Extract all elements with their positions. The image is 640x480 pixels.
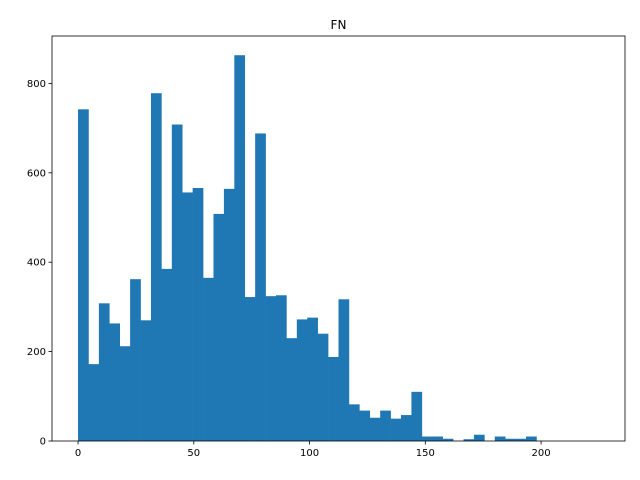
histogram-bar bbox=[192, 187, 204, 441]
histogram-bar bbox=[442, 438, 454, 441]
histogram-bar bbox=[432, 436, 443, 441]
histogram-bar bbox=[380, 410, 391, 441]
histogram-bar bbox=[213, 213, 225, 441]
histogram-bar bbox=[515, 438, 527, 441]
histogram-bar bbox=[150, 93, 162, 442]
histogram-bar bbox=[161, 268, 173, 441]
histogram-bar bbox=[390, 418, 402, 441]
y-tick-label: 800 bbox=[27, 79, 46, 90]
histogram-bar bbox=[328, 356, 339, 441]
chart-title: FN bbox=[331, 18, 347, 32]
y-tick-label: 400 bbox=[27, 258, 46, 269]
histogram-bar bbox=[255, 133, 266, 442]
histogram-bar bbox=[401, 415, 412, 441]
histogram-bar bbox=[109, 323, 121, 441]
bars bbox=[78, 55, 537, 442]
histogram-bar bbox=[78, 109, 89, 442]
histogram-bar bbox=[265, 296, 277, 441]
histogram-bar bbox=[203, 277, 214, 441]
histogram-bar bbox=[296, 319, 308, 441]
histogram-bar bbox=[463, 439, 475, 441]
histogram-bar bbox=[98, 303, 110, 441]
histogram-bar bbox=[369, 417, 381, 441]
histogram-bar bbox=[119, 346, 131, 441]
histogram-bar bbox=[317, 333, 329, 441]
histogram-bar bbox=[182, 192, 193, 441]
histogram-bar bbox=[140, 320, 152, 441]
histogram-bar bbox=[275, 295, 287, 441]
y-tick-label: 200 bbox=[27, 347, 46, 358]
histogram-bar bbox=[411, 391, 423, 441]
histogram-bar bbox=[505, 438, 516, 441]
histogram-bar bbox=[338, 299, 350, 441]
histogram-bar bbox=[359, 410, 371, 441]
histogram-bar bbox=[526, 436, 537, 441]
histogram-bar bbox=[244, 297, 256, 441]
plot-frame bbox=[51, 35, 626, 442]
y-axis: 0 200 400 600 800 bbox=[27, 79, 52, 448]
x-axis: 0 50 100 150 200 bbox=[75, 441, 551, 459]
histogram-bar bbox=[171, 124, 183, 441]
y-tick-label: 600 bbox=[27, 168, 46, 179]
x-tick-label: 50 bbox=[187, 448, 200, 459]
histogram-bar bbox=[421, 436, 433, 441]
histogram-bar bbox=[473, 434, 485, 441]
histogram-bar bbox=[307, 317, 318, 441]
histogram-bar bbox=[348, 404, 360, 441]
histogram-bar bbox=[223, 188, 235, 441]
x-tick-label: 150 bbox=[416, 448, 435, 459]
histogram-bar bbox=[234, 55, 246, 441]
histogram-bar bbox=[88, 364, 100, 441]
x-tick-label: 100 bbox=[300, 448, 319, 459]
x-tick-label: 200 bbox=[532, 448, 551, 459]
y-tick-label: 0 bbox=[40, 437, 46, 448]
histogram-bar bbox=[130, 279, 141, 441]
x-tick-label: 0 bbox=[75, 448, 81, 459]
histogram-bar bbox=[494, 436, 506, 441]
histogram-bar bbox=[286, 338, 298, 441]
